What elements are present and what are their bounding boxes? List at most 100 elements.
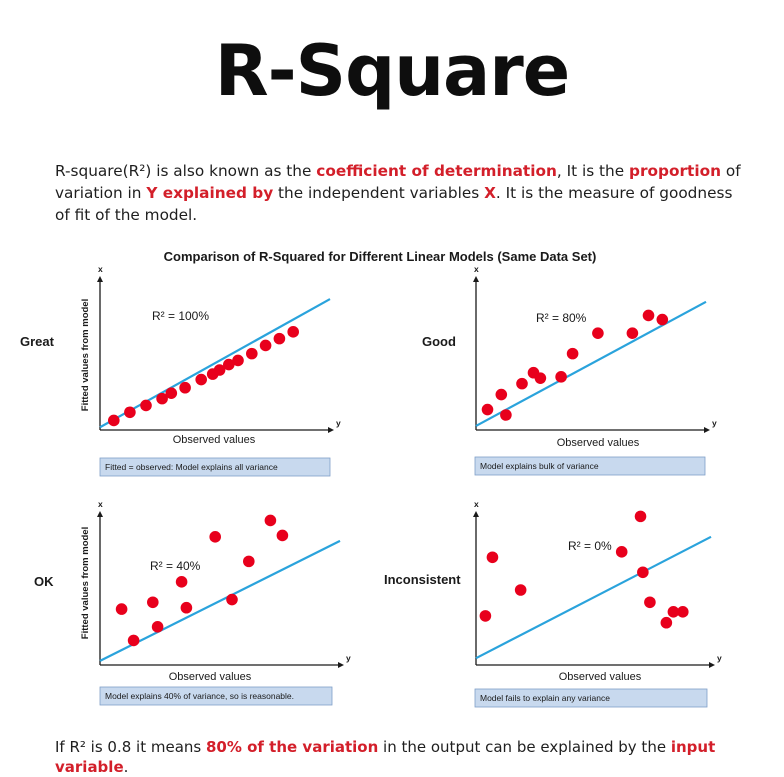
panel-1-point-3: [140, 399, 152, 412]
panel-3-ylabel: Fitted values from model: [80, 527, 91, 639]
panel-3-fit-line: [99, 539, 341, 662]
panel-1-x-axis-letter: y: [336, 418, 341, 428]
panel-3-point-8: [226, 593, 238, 606]
panel-1-quality-label: Great: [20, 334, 55, 349]
panel-3-point-10: [264, 514, 277, 527]
panel-4-y-axis-letter: x: [474, 499, 479, 509]
panel-3-point-5: [175, 576, 188, 588]
panel-1-point-5: [165, 387, 178, 399]
panel-4-fit-line: [475, 535, 712, 660]
panel-4-point-10: [677, 606, 689, 618]
panel-3-point-11: [276, 529, 289, 542]
panel-1-point-9: [213, 364, 226, 376]
panel-4-point-3: [514, 584, 527, 596]
panel-1-point-10: [223, 358, 235, 371]
panel-2-point-1: [481, 403, 494, 416]
intro-text-5: . It is the measure of goodness of fit o…: [55, 184, 733, 224]
panel-4-point-7: [644, 596, 656, 609]
outro-highlight-input-variable: input variable: [55, 738, 716, 776]
panel-2-caption-box: [474, 456, 706, 476]
panel-3-point-4: [151, 621, 164, 633]
intro-text-4: the independent variables: [273, 184, 485, 202]
intro-paragraph: R-square(R²) is also known as the coeffi…: [55, 160, 745, 226]
panel-4-xlabel: Observed values: [559, 671, 642, 683]
outro-text-3: .: [123, 758, 129, 776]
panel-1-fit-line: [99, 298, 331, 429]
panel-2-y-arrow: [473, 276, 479, 282]
page-title: R-Square: [214, 30, 571, 112]
panel-1-point-14: [273, 332, 286, 345]
panel-2-xlabel: Observed values: [557, 437, 640, 449]
panel-2-point-12: [656, 313, 669, 326]
panel-2-quality-label: Good: [422, 334, 456, 349]
intro-text-2: , It is the: [556, 162, 630, 180]
panel-1-y-arrow: [97, 276, 103, 282]
outro-text-2: in the output can be explained by the: [378, 738, 671, 756]
panel-3-point-6: [180, 601, 193, 614]
panel-3-point-9: [243, 555, 255, 568]
panel-4-point-6: [637, 566, 649, 579]
panel-4-point-9: [667, 606, 680, 618]
intro-highlight-x: X: [484, 184, 496, 202]
intro-highlight-y-explained: Y explained by: [146, 184, 274, 202]
intro-text-1: R-square(R²) is also known as the: [55, 162, 317, 180]
panel-3-r2-label: R² = 40%: [150, 559, 201, 573]
intro-highlight-proportion: proportion: [629, 162, 721, 180]
panel-3-xlabel: Observed values: [169, 671, 252, 683]
panel-4-point-8: [660, 616, 673, 629]
outro-text-1: If R² is 0.8 it means: [55, 738, 206, 756]
panel-3-caption: Model explains 40% of variance, so is re…: [105, 691, 294, 701]
panel-1-point-2: [124, 406, 136, 419]
panel-2-point-2: [495, 388, 508, 401]
panel-2-y-axis-letter: x: [474, 264, 479, 274]
panel-1-r2-label: R² = 100%: [152, 309, 209, 323]
panel-3-x-arrow: [338, 662, 344, 668]
panel-1-point-1: [108, 414, 120, 427]
panel-1-point-12: [246, 347, 258, 360]
panel-2-caption: Model explains bulk of variance: [480, 461, 599, 471]
panel-2-x-axis-letter: y: [712, 418, 717, 428]
panel-1-y-axis-letter: x: [98, 264, 103, 274]
panel-1-point-13: [259, 339, 272, 352]
panel-2-x-arrow: [704, 427, 710, 433]
panel-4-x-arrow: [709, 662, 715, 668]
panel-2-point-3: [500, 409, 512, 421]
panel-1-point-7: [195, 373, 207, 386]
chart-title: Comparison of R-Squared for Different Li…: [163, 249, 597, 264]
panel-4-caption-box: [474, 688, 708, 708]
panel-4-point-1: [479, 610, 492, 622]
panel-2-point-10: [626, 327, 639, 339]
panel-2-point-6: [534, 372, 547, 384]
panel-2-r2-label: R² = 80%: [536, 311, 587, 325]
outro-highlight-variation: 80% of the variation: [206, 738, 379, 756]
panel-1-x-arrow: [328, 427, 334, 433]
panel-4-y-arrow: [473, 511, 479, 517]
panel-1-ylabel: Fitted values from model: [80, 299, 91, 411]
panel-4-caption: Model fails to explain any variance: [480, 693, 610, 703]
panel-1-point-6: [179, 381, 191, 394]
panel-1-point-11: [232, 354, 244, 367]
panel-4-point-2: [486, 551, 499, 564]
panel-2-point-4: [516, 377, 528, 390]
panel-1-caption-box: [99, 457, 331, 477]
panel-3-caption-box: [99, 686, 333, 706]
panel-4-r2-label: R² = 0%: [568, 539, 612, 553]
panel-4-point-5: [634, 510, 647, 523]
panel-3-quality-label: OK: [34, 574, 54, 589]
panel-2-point-11: [642, 309, 655, 322]
panel-2-fit-line: [475, 300, 707, 427]
intro-highlight-coefficient: coefficient of determination: [316, 162, 557, 180]
panel-3-point-1: [115, 603, 128, 615]
panel-1-caption: Fitted = observed: Model explains all va…: [105, 462, 278, 472]
panel-1-xlabel: Observed values: [173, 434, 256, 446]
panel-3-y-axis-letter: x: [98, 499, 103, 509]
panel-1-point-4: [156, 392, 168, 405]
panel-3-point-2: [127, 634, 140, 647]
panel-2-point-7: [555, 371, 567, 383]
panel-3-y-arrow: [97, 511, 103, 517]
panel-4-quality-label: Inconsistent: [384, 572, 461, 587]
outro-paragraph: If R² is 0.8 it means 80% of the variati…: [55, 737, 755, 777]
panel-2-point-8: [566, 347, 579, 360]
panel-4-point-4: [615, 546, 628, 558]
